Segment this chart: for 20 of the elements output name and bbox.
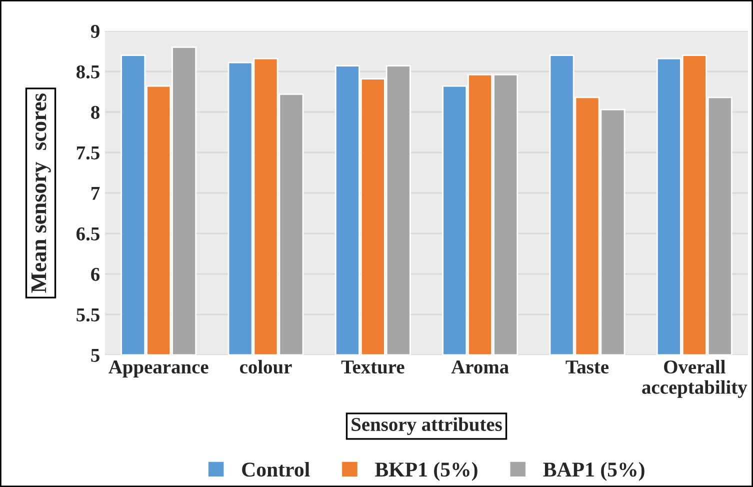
y-tick-label: 8: [91, 106, 100, 119]
x-tick-label: Overall acceptability: [642, 360, 748, 398]
y-tick-label: 7.5: [76, 146, 100, 160]
legend-label: Control: [242, 462, 310, 477]
x-tick-label: Appearance: [108, 360, 208, 378]
x-tick-label: Taste: [566, 360, 609, 374]
legend-label: BAP1 (5%): [543, 462, 644, 481]
y-tick-label: 9: [90, 24, 100, 38]
legend-label: BKP1 (5%): [375, 462, 478, 481]
y-tick-label: 5: [91, 349, 100, 362]
y-axis-title: Mean sensory scores: [31, 93, 51, 293]
y-tick-label: 6: [91, 268, 100, 281]
x-tick-label: Aroma: [451, 360, 509, 374]
x-tick-label: Texture: [341, 360, 404, 374]
x-tick-label: colour: [240, 360, 292, 374]
y-tick-label: 5.5: [76, 308, 100, 322]
x-axis-title: Sensory attributes: [352, 417, 502, 436]
y-tick-label: 8.5: [76, 65, 100, 79]
y-tick-label: 7: [92, 187, 100, 200]
y-tick-label: 6.5: [76, 227, 100, 241]
